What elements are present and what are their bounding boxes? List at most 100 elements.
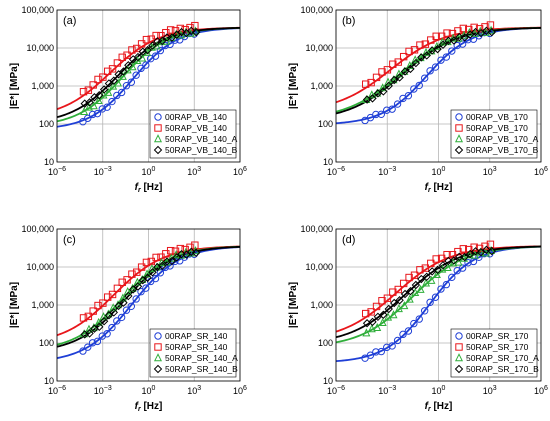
legend-marker — [455, 332, 463, 340]
data-point — [406, 286, 415, 296]
data-point — [388, 342, 396, 350]
x-axis-title: fr [Hz] — [135, 401, 163, 413]
chart-panel-1: 10 100 1,000 10,000 100,000 10−6 10−3 100 103 106… — [9, 5, 247, 194]
x-tick-label: 10−6 — [327, 385, 345, 396]
legend-box — [450, 328, 538, 378]
legend-marker — [154, 343, 162, 351]
legend-entry: 50RAP_SR_140 — [165, 342, 228, 352]
data-point — [133, 282, 143, 291]
data-point — [448, 273, 456, 282]
data-point — [426, 67, 434, 75]
y-tick-label: 10,000 — [26, 262, 54, 272]
data-point — [157, 261, 167, 271]
data-point — [384, 81, 393, 91]
data-point — [143, 273, 152, 282]
data-point — [460, 33, 469, 42]
data-point — [406, 64, 415, 74]
plot-frame — [335, 228, 542, 382]
data-point — [123, 51, 131, 59]
data-point — [400, 289, 410, 299]
data-point — [166, 26, 175, 34]
data-point — [432, 32, 440, 40]
data-point — [118, 293, 127, 302]
data-point — [476, 247, 486, 257]
y-tick-label: 100 — [318, 338, 333, 348]
data-point — [368, 94, 377, 103]
legend-entry: 50RAP_SR_170_A — [466, 353, 539, 363]
data-point — [399, 330, 407, 339]
data-point — [95, 322, 104, 332]
legend-marker — [154, 113, 162, 121]
data-point — [384, 312, 393, 321]
data-point — [103, 103, 111, 111]
y-tick-label: 1,000 — [31, 81, 54, 91]
data-point — [373, 323, 382, 332]
legend-entry: 50RAP_VB_140_B — [165, 145, 238, 155]
y-tick-label: 1,000 — [310, 300, 333, 310]
data-point — [394, 69, 403, 78]
legend-entry: 00RAP_VB_170 — [466, 112, 528, 122]
data-point — [156, 269, 165, 277]
data-point — [84, 343, 92, 351]
x-tick-label: 10−3 — [378, 385, 396, 396]
legend-entry: 00RAP_VB_140 — [165, 112, 227, 122]
plot-frame — [56, 9, 241, 163]
data-point — [104, 87, 113, 96]
data-point — [148, 268, 157, 277]
data-point — [432, 255, 440, 263]
data-point — [137, 263, 146, 271]
data-point — [410, 319, 418, 328]
legend-marker — [153, 364, 163, 374]
data-point — [171, 247, 180, 255]
data-point — [389, 75, 399, 85]
data-point — [416, 41, 424, 49]
data-point — [95, 91, 104, 100]
data-point — [487, 246, 497, 256]
data-point — [93, 337, 102, 346]
data-point — [372, 302, 381, 311]
x-tick-label: 10−6 — [327, 166, 345, 177]
data-point — [411, 280, 421, 290]
legend-marker — [153, 145, 163, 155]
series-50RAP_SR_170 — [362, 240, 495, 318]
data-point — [147, 257, 155, 266]
data-point — [405, 273, 413, 282]
data-point — [399, 279, 408, 288]
data-point — [79, 314, 88, 322]
series-50RAP_VB_170_B — [362, 26, 497, 104]
y-tick-label: 1,000 — [31, 300, 54, 310]
data-point — [384, 77, 393, 86]
data-point — [104, 67, 112, 76]
data-point — [372, 348, 380, 356]
data-point — [416, 266, 424, 274]
data-point — [482, 26, 491, 36]
data-point — [142, 284, 150, 292]
legend-marker — [454, 134, 464, 143]
data-point — [147, 264, 156, 273]
data-point — [415, 81, 423, 90]
data-point — [156, 46, 165, 55]
data-point — [128, 46, 136, 54]
data-point — [458, 40, 467, 48]
data-point — [94, 75, 102, 84]
data-point — [455, 252, 464, 262]
data-point — [454, 257, 463, 266]
x-tick-label: 103 — [483, 166, 497, 177]
data-point — [362, 80, 370, 88]
data-point — [455, 32, 464, 42]
x-tick-label: 10−3 — [94, 166, 112, 177]
data-point — [404, 327, 413, 335]
data-point — [410, 85, 418, 93]
plot-frame — [56, 228, 241, 382]
y-tick-label: 100 — [318, 119, 333, 129]
data-point — [367, 308, 375, 316]
data-point — [128, 270, 136, 278]
data-point — [94, 96, 103, 105]
data-point — [481, 242, 489, 250]
data-point — [394, 285, 402, 294]
y-tick-label: 10,000 — [26, 43, 54, 53]
data-point — [443, 263, 452, 272]
data-point — [137, 40, 146, 48]
data-point — [379, 310, 388, 319]
data-point — [127, 302, 136, 310]
